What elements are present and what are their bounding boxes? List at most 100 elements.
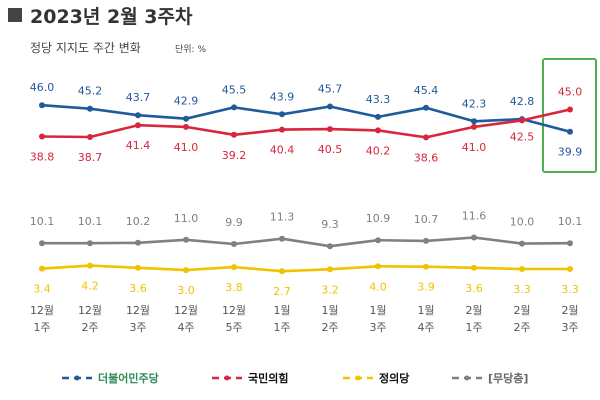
data-label-independent: 11.6 (462, 210, 487, 223)
point-ppp (471, 123, 477, 130)
series-layer: 46.0 45.2 43.7 42.9 45.5 43.9 45.7 43.3 45.4 42.3… (30, 81, 583, 298)
point-justice (423, 263, 429, 270)
tick-month-label: 12월 (174, 304, 198, 317)
point-independent (471, 234, 477, 241)
tick-week-label: 4주 (417, 321, 434, 334)
point-justice (567, 266, 573, 272)
tick-week-label: 2주 (81, 321, 98, 334)
legend: 더불어민주당 국민의힘 정의당 [무당층] (62, 371, 528, 385)
data-label-independent: 10.7 (414, 213, 439, 226)
point-democratic (231, 104, 237, 111)
point-democratic (471, 118, 477, 125)
data-label-democratic: 46.0 (30, 81, 55, 94)
tick-month-label: 1월 (321, 304, 338, 317)
tick-week-label: 2주 (513, 321, 530, 334)
point-justice (375, 263, 381, 270)
point-ppp (567, 106, 573, 113)
point-independent (327, 243, 333, 250)
data-label-ppp: 38.7 (78, 151, 103, 164)
point-justice (39, 265, 45, 272)
data-label-justice: 3.3 (513, 283, 531, 296)
point-independent (567, 240, 573, 247)
data-label-democratic: 45.2 (78, 85, 103, 98)
data-label-independent: 9.3 (321, 218, 339, 231)
tick-week-label: 1주 (273, 321, 290, 334)
data-label-ppp: 41.0 (174, 141, 199, 154)
point-democratic (183, 115, 189, 122)
data-label-ppp: 40.2 (366, 144, 391, 157)
legend-marker-democratic (74, 375, 80, 381)
point-democratic (135, 112, 141, 119)
data-label-independent: 10.1 (558, 215, 583, 228)
point-ppp (519, 117, 525, 124)
chart-unit: 단위: % (175, 44, 206, 55)
tick-week-label: 5주 (225, 321, 242, 334)
data-label-justice: 3.2 (321, 283, 339, 296)
point-democratic (87, 105, 93, 112)
tick-week-label: 3주 (129, 321, 146, 334)
data-label-democratic: 45.5 (222, 83, 247, 96)
point-independent (231, 241, 237, 247)
data-label-justice: 4.0 (369, 280, 387, 293)
chart-title: 2023년 2월 3주차 (30, 6, 193, 28)
tick-week-label: 3주 (561, 321, 578, 334)
data-label-democratic: 43.9 (270, 90, 295, 103)
data-label-ppp: 40.4 (270, 144, 295, 157)
data-label-democratic: 39.9 (558, 146, 583, 159)
legend-marker-independent (464, 375, 470, 381)
point-democratic (279, 111, 285, 118)
point-justice (231, 264, 237, 271)
data-label-democratic: 43.3 (366, 93, 391, 106)
point-ppp (375, 127, 381, 134)
line-ppp (41, 108, 571, 139)
data-label-ppp: 41.0 (462, 141, 487, 154)
point-independent (423, 237, 429, 244)
tick-week-label: 2주 (321, 321, 338, 334)
tick-month-label: 1월 (273, 304, 290, 317)
tick-month-label: 2월 (465, 304, 482, 317)
data-label-ppp: 38.6 (414, 151, 439, 164)
tick-month-label: 2월 (513, 304, 530, 317)
legend-label-justice: 정의당 (379, 371, 409, 385)
data-label-ppp: 42.5 (510, 130, 535, 143)
point-democratic (567, 128, 573, 135)
point-justice (183, 267, 189, 274)
tick-month-label: 12월 (222, 304, 246, 317)
tick-month-label: 1월 (417, 304, 434, 317)
point-democratic (423, 104, 429, 111)
data-label-justice: 3.3 (561, 283, 579, 296)
tick-month-label: 2월 (561, 304, 578, 317)
legend-marker-ppp (224, 375, 230, 381)
point-democratic (327, 103, 333, 110)
data-label-ppp: 45.0 (558, 86, 583, 99)
data-label-independent: 10.2 (126, 215, 151, 228)
point-independent (39, 240, 45, 247)
point-ppp (183, 123, 189, 130)
data-label-democratic: 43.7 (126, 91, 151, 104)
line-independent (42, 236, 571, 248)
data-label-justice: 3.8 (225, 281, 243, 294)
point-independent (183, 236, 189, 243)
data-label-ppp: 40.5 (318, 143, 343, 156)
legend-label-ppp: 국민의힘 (248, 371, 288, 385)
data-label-independent: 11.0 (174, 212, 199, 225)
point-democratic (375, 113, 381, 120)
point-independent (519, 240, 525, 247)
title-bullet (8, 8, 22, 22)
tick-week-label: 4주 (177, 321, 194, 334)
tick-week-label: 1주 (33, 321, 50, 334)
data-label-independent: 9.9 (225, 216, 243, 229)
point-ppp (39, 133, 45, 140)
data-label-democratic: 42.9 (174, 95, 199, 108)
tick-month-label: 12월 (126, 304, 150, 317)
data-label-justice: 3.6 (465, 282, 483, 295)
data-label-democratic: 45.4 (414, 84, 439, 97)
point-independent (375, 237, 381, 244)
line-democratic (41, 103, 571, 133)
data-label-independent: 10.1 (30, 215, 55, 228)
chart-subtitle: 정당 지지도 주간 변화 (30, 41, 141, 55)
data-label-independent: 10.0 (510, 216, 535, 229)
data-label-democratic: 45.7 (318, 83, 343, 96)
point-ppp (231, 131, 237, 138)
